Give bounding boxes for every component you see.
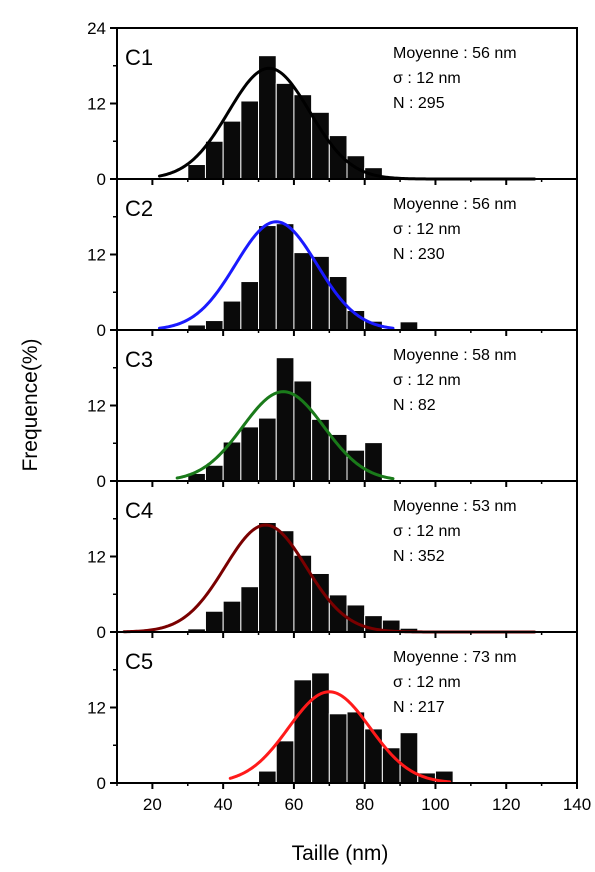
stat-mean: Moyenne : 56 nm bbox=[393, 196, 517, 213]
stat-mean: Moyenne : 58 nm bbox=[393, 347, 517, 364]
histogram-bar-c4-8 bbox=[328, 594, 348, 633]
y-tick-label: 0 bbox=[97, 170, 106, 189]
histogram-bar-c2-5 bbox=[275, 223, 295, 331]
histogram-bar-c1-2 bbox=[222, 120, 242, 180]
x-tick-label: 80 bbox=[355, 795, 374, 814]
histogram-bar-c2-2 bbox=[222, 300, 242, 331]
y-tick-label: 24 bbox=[87, 19, 106, 38]
stat-mean: Moyenne : 73 nm bbox=[393, 649, 517, 666]
y-tick-label: 0 bbox=[97, 774, 106, 793]
x-tick-label: 140 bbox=[563, 795, 591, 814]
histogram-bar-c2-4 bbox=[258, 225, 277, 331]
y-tick-label: 12 bbox=[87, 548, 106, 567]
histogram-bar-c4-6 bbox=[293, 554, 313, 633]
fit-curve-c3 bbox=[175, 390, 395, 481]
histogram-bar-c4-4 bbox=[258, 522, 277, 633]
stat-sigma: σ : 12 nm bbox=[393, 523, 461, 540]
histogram-bar-c5-0 bbox=[258, 770, 277, 784]
histogram-bar-c3-5 bbox=[275, 357, 295, 482]
histogram-bar-c5-1 bbox=[275, 740, 295, 784]
histogram-bar-c3-8 bbox=[328, 433, 348, 482]
histogram-bar-c1-5 bbox=[275, 82, 295, 180]
panel-label-c3: C3 bbox=[125, 347, 153, 372]
x-tick-label: 40 bbox=[214, 795, 233, 814]
histogram-bar-c3-4 bbox=[258, 417, 277, 482]
histogram-bar-c4-2 bbox=[222, 600, 242, 633]
histogram-bar-c1-3 bbox=[240, 100, 260, 180]
histogram-bar-c5-6 bbox=[364, 728, 383, 784]
histogram-bar-c2-3 bbox=[240, 281, 260, 331]
histogram-bar-c2-1 bbox=[204, 320, 224, 331]
histogram-bar-c2-6 bbox=[293, 252, 313, 331]
panel-label-c5: C5 bbox=[125, 649, 153, 674]
panel-label-c1: C1 bbox=[125, 45, 153, 70]
histogram-bar-c5-3 bbox=[311, 672, 330, 784]
histogram-bar-c1-4 bbox=[258, 55, 277, 180]
histogram-bar-c1-7 bbox=[311, 111, 330, 180]
stat-sigma: σ : 12 nm bbox=[393, 372, 461, 389]
x-tick-label: 60 bbox=[284, 795, 303, 814]
histogram-bar-c3-1 bbox=[204, 464, 224, 482]
panel-label-c4: C4 bbox=[125, 498, 153, 523]
histogram-bar-c3-3 bbox=[240, 426, 260, 482]
stat-sigma: σ : 12 nm bbox=[393, 70, 461, 87]
y-tick-label: 0 bbox=[97, 472, 106, 491]
histogram-bar-c1-1 bbox=[204, 140, 224, 180]
y-tick-label: 12 bbox=[87, 699, 106, 718]
histogram-bar-c2-11 bbox=[399, 321, 419, 331]
panel-label-c2: C2 bbox=[125, 196, 153, 221]
x-tick-label: 20 bbox=[143, 795, 162, 814]
stat-n: N : 352 bbox=[393, 548, 445, 565]
histogram-bar-c5-4 bbox=[328, 713, 348, 784]
y-axis-title: Frequence(%) bbox=[19, 338, 42, 471]
histogram-bar-c5-5 bbox=[346, 711, 366, 784]
histogram-bar-c5-8 bbox=[399, 732, 419, 784]
stat-sigma: σ : 12 nm bbox=[393, 674, 461, 691]
x-tick-label: 100 bbox=[421, 795, 449, 814]
y-tick-label: 12 bbox=[87, 246, 106, 265]
stat-n: N : 295 bbox=[393, 95, 445, 112]
stat-n: N : 82 bbox=[393, 397, 436, 414]
stat-mean: Moyenne : 56 nm bbox=[393, 45, 517, 62]
x-tick-label: 120 bbox=[492, 795, 520, 814]
y-tick-label: 0 bbox=[97, 623, 106, 642]
histogram-bar-c4-1 bbox=[204, 610, 224, 633]
stat-mean: Moyenne : 53 nm bbox=[393, 498, 517, 515]
y-tick-label: 0 bbox=[97, 321, 106, 340]
y-tick-label: 12 bbox=[87, 95, 106, 114]
histogram-bar-c1-6 bbox=[293, 94, 313, 180]
x-axis-title: Taille (nm) bbox=[292, 842, 389, 865]
histogram-bar-c5-2 bbox=[293, 679, 313, 784]
fit-curve-c5 bbox=[228, 690, 452, 784]
stat-n: N : 217 bbox=[393, 699, 445, 716]
histogram-bar-c1-0 bbox=[187, 164, 206, 180]
stat-n: N : 230 bbox=[393, 246, 445, 263]
histogram-bar-c4-3 bbox=[240, 586, 260, 633]
fit-curve-c2 bbox=[157, 220, 395, 330]
y-tick-label: 12 bbox=[87, 397, 106, 416]
stat-sigma: σ : 12 nm bbox=[393, 221, 461, 238]
